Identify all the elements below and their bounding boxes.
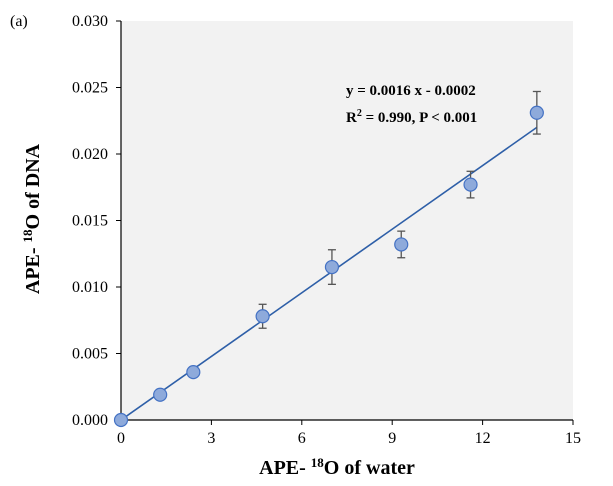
x-tick-label: 12: [475, 430, 491, 447]
y-axis-title: APE- 18O of DNA: [20, 143, 44, 294]
y-tick-label: 0.005: [72, 346, 108, 363]
x-tick-label: 15: [565, 430, 581, 447]
data-point: [113, 412, 129, 428]
r-squared-label: R2 = 0.990, P < 0.001: [346, 108, 477, 126]
x-tick-label: 9: [388, 430, 396, 447]
x-tick-label: 6: [298, 430, 306, 447]
plot-area: [121, 21, 573, 420]
y-tick-label: 0.030: [72, 13, 108, 30]
x-ticks: 0 3 6 9 12 15: [117, 420, 581, 447]
panel-label: (a): [10, 13, 28, 30]
data-point: [186, 365, 201, 380]
data-point: [394, 237, 409, 252]
y-tick-label: 0.025: [72, 80, 108, 97]
data-point: [463, 177, 478, 192]
data-point: [529, 105, 544, 120]
y-tick-label: 0.015: [72, 213, 108, 230]
x-tick-label: 0: [117, 430, 125, 447]
y-tick-label: 0.020: [72, 146, 108, 163]
x-tick-label: 3: [207, 430, 215, 447]
data-point: [153, 387, 168, 402]
x-axis-title: APE- 18O of water: [259, 455, 415, 479]
data-points: [113, 105, 544, 428]
y-tick-label: 0.010: [72, 279, 108, 296]
data-point: [324, 259, 340, 275]
regression-equation: y = 0.0016 x - 0.0002: [346, 83, 476, 99]
data-point: [255, 309, 270, 324]
y-tick-label: 0.000: [72, 412, 108, 429]
y-ticks: 0.000 0.005 0.010 0.015 0.020 0.025 0.030: [72, 13, 121, 429]
